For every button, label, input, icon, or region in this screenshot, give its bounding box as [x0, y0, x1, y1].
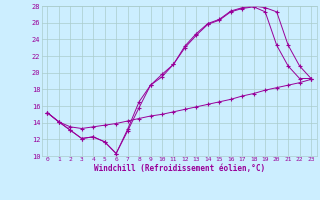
X-axis label: Windchill (Refroidissement éolien,°C): Windchill (Refroidissement éolien,°C)	[94, 164, 265, 173]
